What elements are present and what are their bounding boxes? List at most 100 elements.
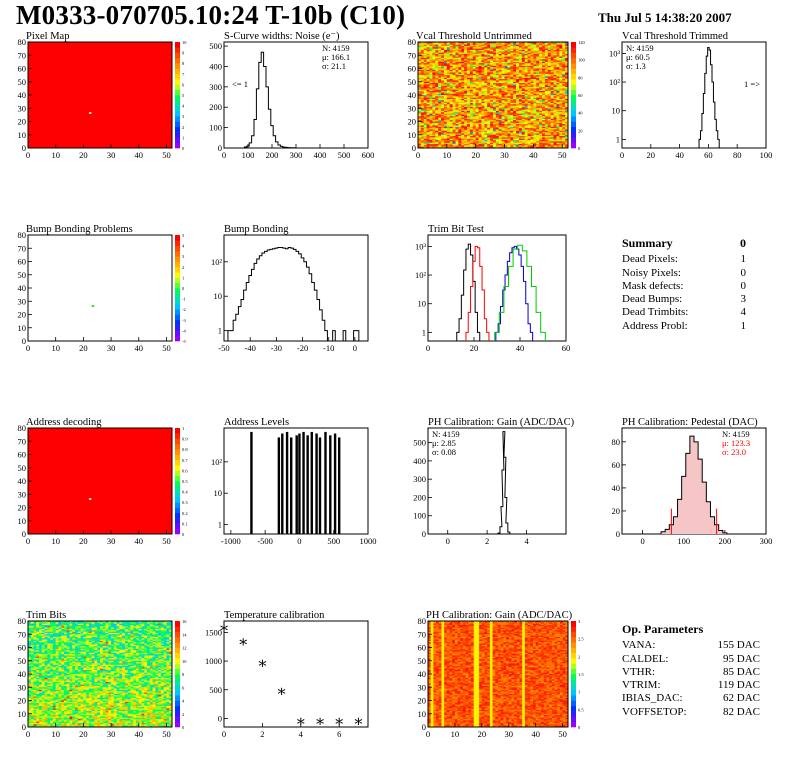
heatmap-cell (33, 709, 37, 712)
heatmap-cell (550, 98, 554, 101)
heatmap-cell (432, 68, 436, 71)
heatmap-cell (493, 125, 497, 128)
heatmap-cell (33, 630, 37, 632)
heatmap-cell (481, 124, 485, 126)
heatmap-cell (542, 137, 546, 140)
heatmap-cell (516, 83, 520, 85)
heatmap-cell (33, 717, 37, 720)
heatmap-cell (524, 68, 529, 71)
heatmap-cell (458, 100, 462, 103)
heatmap-cell (478, 96, 482, 99)
heatmap-cell (441, 142, 445, 145)
color-scale-segment (571, 142, 576, 149)
heatmap-cell (544, 68, 549, 71)
heatmap-cell (420, 44, 425, 47)
heatmap-cell (467, 138, 471, 141)
heatmap-cell (452, 112, 456, 114)
heatmap-cell (553, 68, 557, 71)
heatmap-cell (530, 83, 534, 85)
heatmap-cell (464, 56, 468, 59)
heatmap-cell (464, 60, 468, 63)
heatmap-cell (513, 87, 517, 89)
heatmap-cell (443, 47, 448, 50)
heatmap-cell (550, 136, 554, 138)
heatmap-cell (513, 141, 517, 144)
heatmap-cell (536, 101, 540, 104)
heatmap-cell (487, 101, 491, 104)
heatmap-cell (518, 110, 523, 113)
heatmap-cell (553, 93, 557, 96)
heatmap-cell (420, 133, 425, 136)
heatmap-cell (495, 137, 500, 140)
heatmap-cell (527, 110, 531, 113)
heatmap-cell (504, 80, 508, 83)
heatmap-cell (510, 47, 514, 50)
heatmap-cell (501, 43, 505, 46)
heatmap-cell (472, 126, 477, 129)
heatmap-cell (429, 142, 433, 145)
heatmap-cell (464, 76, 468, 79)
heatmap-cell (458, 84, 462, 87)
chart-title: PH Calibration: Pedestal (DAC) (622, 417, 758, 428)
color-scale-segment (175, 250, 180, 257)
heatmap-cell (550, 110, 554, 113)
heatmap-cell (539, 48, 543, 51)
heatmap-cell (516, 44, 520, 47)
heatmap-cell (559, 109, 563, 112)
heatmap-cell (510, 44, 514, 47)
heatmap-cell (418, 101, 422, 104)
heatmap-cell (423, 95, 428, 97)
heatmap-cell (464, 116, 468, 118)
heatmap-cell (469, 88, 474, 91)
heatmap-cell (426, 95, 430, 97)
heatmap-cell (441, 80, 445, 83)
heatmap-cell (536, 83, 540, 85)
heatmap-cell (467, 140, 471, 142)
heatmap-cell (533, 81, 537, 84)
heatmap-cell (429, 79, 433, 81)
x-tick-label: 50 (162, 150, 171, 160)
heatmap-cell (544, 71, 549, 73)
heatmap-cell (472, 65, 477, 68)
heatmap-cell (501, 110, 505, 113)
heatmap-cell (426, 120, 430, 122)
heatmap-cell (420, 132, 425, 134)
heatmap-cell (501, 96, 505, 99)
heatmap-cell (530, 116, 534, 118)
heatmap-cell (542, 95, 546, 97)
heatmap-cell (481, 93, 485, 96)
heatmap-cell (420, 63, 425, 65)
heatmap-cell (472, 142, 477, 145)
heatmap-cell (28, 689, 32, 692)
heatmap-cell (435, 60, 439, 63)
heatmap-cell (423, 76, 428, 79)
heatmap-cell (30, 671, 34, 674)
heatmap-cell (493, 44, 497, 47)
heatmap-cell (438, 112, 442, 114)
heatmap-cell (469, 68, 474, 71)
heatmap-cell (435, 43, 439, 46)
heatmap-cell (524, 102, 529, 105)
heatmap-cell (435, 118, 439, 121)
heatmap-cell (446, 53, 451, 56)
y-tick-label: 10 (612, 106, 621, 116)
heatmap-cell (36, 696, 40, 699)
heatmap-cell (510, 129, 514, 132)
y-tick-label: 50 (18, 77, 27, 87)
heatmap-cell (36, 631, 40, 634)
heatmap-cell (498, 80, 503, 83)
heatmap-cell (498, 133, 503, 136)
heatmap-cell (449, 67, 454, 69)
heatmap-cell (420, 137, 425, 140)
heatmap-cell (461, 142, 465, 145)
heatmap-cell (28, 679, 32, 682)
heatmap-cell (30, 724, 34, 727)
heatmap-cell (429, 132, 433, 134)
heatmap-cell (475, 65, 479, 68)
heatmap-cell (429, 80, 433, 83)
heatmap-cell (556, 142, 560, 145)
heatmap-cell (510, 126, 514, 129)
heatmap-cell (539, 64, 543, 67)
heatmap-cell (420, 114, 425, 117)
heatmap-cell (504, 89, 508, 92)
